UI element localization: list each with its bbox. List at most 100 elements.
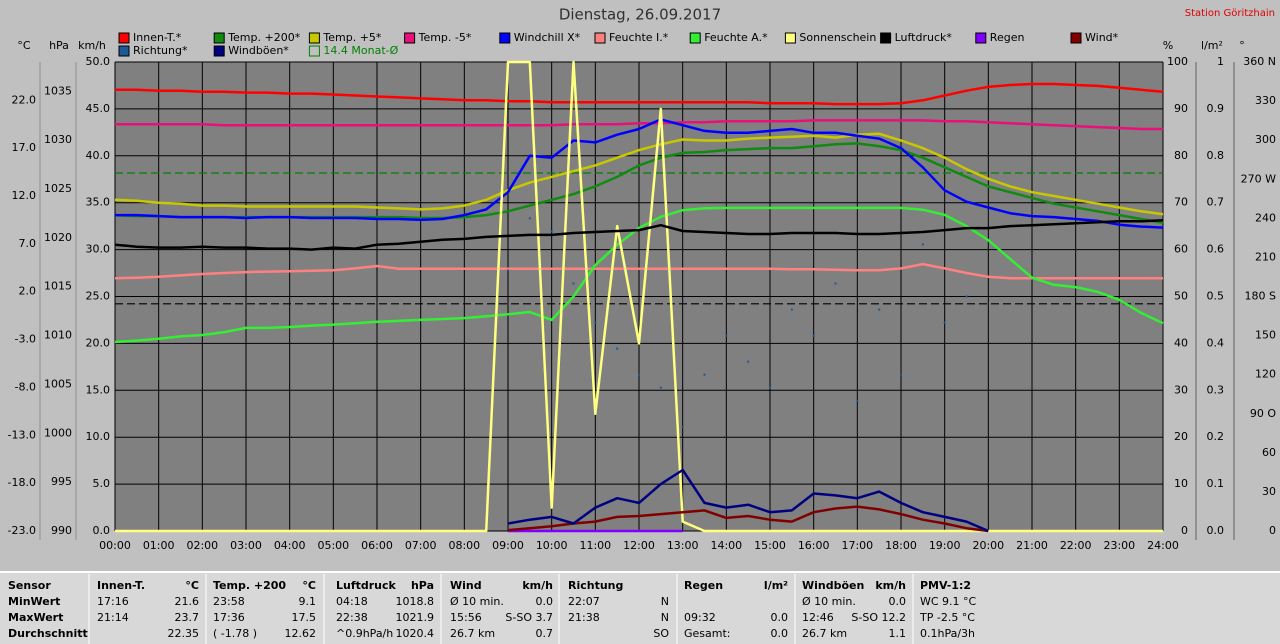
legend-label: Innen-T.* xyxy=(133,31,182,44)
x-tick-label: 17:00 xyxy=(841,539,873,552)
table-cell: 0.0 xyxy=(771,627,789,640)
y-tick-label: 60 xyxy=(1262,446,1276,459)
table-cell: 21:38 xyxy=(568,611,600,624)
y-tick-label: 1 xyxy=(1217,55,1224,68)
direction-dot xyxy=(834,282,837,285)
y-tick-label: 20.0 xyxy=(86,336,111,349)
y-tick-label: 10.0 xyxy=(86,430,111,443)
table-header: Luftdruck xyxy=(336,579,397,592)
y-tick-label: 35.0 xyxy=(86,196,111,209)
legend-label: Feuchte I.* xyxy=(609,31,669,44)
table-header: °C xyxy=(185,579,199,592)
y-tick-label: 50 xyxy=(1174,290,1188,303)
table-cell: 23:58 xyxy=(213,595,245,608)
direction-dot xyxy=(550,230,553,233)
y-tick-label: 0.8 xyxy=(1207,149,1225,162)
table-header: Richtung xyxy=(568,579,623,592)
y-tick-label: 22.0 xyxy=(12,93,37,106)
table-cell: 22:38 xyxy=(336,611,368,624)
y-tick-label: 0.9 xyxy=(1207,102,1225,115)
table-cell: 9.1 xyxy=(299,595,317,608)
x-tick-label: 09:00 xyxy=(492,539,524,552)
series-line xyxy=(114,262,1163,280)
axis-unit: ° xyxy=(1239,39,1245,52)
y-tick-label: 45.0 xyxy=(86,102,111,115)
table-cell: 21:14 xyxy=(97,611,129,624)
legend-label: Feuchte A.* xyxy=(704,31,768,44)
table-cell: 1021.9 xyxy=(396,611,435,624)
table-header: l/m² xyxy=(764,579,788,592)
y-tick-label: 1035 xyxy=(44,84,72,97)
direction-dot xyxy=(921,243,924,246)
x-tick-label: 16:00 xyxy=(798,539,830,552)
y-tick-label: 0.5 xyxy=(1207,290,1225,303)
y-tick-label: 1005 xyxy=(44,377,72,390)
table-cell: S-SO 12.2 xyxy=(851,611,906,624)
y-tick-label: -3.0 xyxy=(15,333,36,346)
x-tick-label: 10:00 xyxy=(536,539,568,552)
table-cell: 17.5 xyxy=(292,611,317,624)
y-tick-label: 120 xyxy=(1255,368,1276,381)
direction-dot xyxy=(790,308,793,311)
y-tick-label: 360 N xyxy=(1243,55,1276,68)
y-tick-label: 80 xyxy=(1174,149,1188,162)
table-header: Wind xyxy=(450,579,482,592)
y-tick-label: 7.0 xyxy=(19,237,37,250)
y-tick-label: 270 W xyxy=(1241,172,1276,185)
table-cell: 1018.8 xyxy=(396,595,435,608)
y-tick-label: 15.0 xyxy=(86,383,111,396)
table-separators xyxy=(88,574,914,644)
table-header: °C xyxy=(302,579,316,592)
y-tick-label: 300 xyxy=(1255,133,1276,146)
legend-swatch xyxy=(308,32,320,44)
table-cell: 12.62 xyxy=(285,627,317,640)
direction-dot xyxy=(681,425,684,428)
y-tick-label: 150 xyxy=(1255,329,1276,342)
stats-table xyxy=(0,572,1280,644)
axis-unit: l/m² xyxy=(1201,39,1223,52)
x-tick-label: 06:00 xyxy=(361,539,393,552)
table-cell: 17:36 xyxy=(213,611,245,624)
series-line xyxy=(115,82,1164,106)
x-tick-label: 15:00 xyxy=(754,539,786,552)
y-tick-label: 330 xyxy=(1255,94,1276,107)
direction-dot xyxy=(965,295,968,298)
y-tick-label: 1000 xyxy=(44,426,72,439)
table-cell: Ø 10 min. xyxy=(802,595,856,608)
legend-swatch xyxy=(1070,32,1082,44)
table-cell: Durchschnitt xyxy=(8,627,88,640)
direction-dot xyxy=(878,308,881,311)
legend-swatch xyxy=(689,32,701,44)
table-cell: 0.0 xyxy=(771,611,789,624)
table-cell: N xyxy=(661,611,669,624)
series-line xyxy=(114,206,1164,344)
y-tick-label: 1030 xyxy=(44,133,72,146)
legend-swatch xyxy=(880,32,892,44)
axis-unit: % xyxy=(1163,39,1173,52)
x-tick-label: 00:00 xyxy=(99,539,131,552)
direction-dot xyxy=(659,386,662,389)
direction-dot xyxy=(747,360,750,363)
y-tick-label: 50.0 xyxy=(86,55,111,68)
table-header: Windböen xyxy=(802,579,864,592)
direction-dot xyxy=(594,321,597,324)
legend-label: Temp. +200* xyxy=(227,31,301,44)
table-cell: 26.7 km xyxy=(802,627,847,640)
direction-dot xyxy=(638,373,640,376)
legend-swatch xyxy=(975,32,987,44)
chart-title: Dienstag, 26.09.2017 xyxy=(559,6,721,24)
x-tick-label: 02:00 xyxy=(186,539,218,552)
legend-swatch xyxy=(404,32,416,44)
x-tick-label: 07:00 xyxy=(405,539,437,552)
legend-swatch xyxy=(118,32,130,44)
legend-label: Windböen* xyxy=(228,44,289,57)
y-tick-label: 17.0 xyxy=(12,141,37,154)
table-header: km/h xyxy=(522,579,553,592)
table-cell: 22:07 xyxy=(568,595,600,608)
axis-unit: km/h xyxy=(78,39,106,52)
y-tick-label: 995 xyxy=(51,475,72,488)
direction-dot xyxy=(943,321,946,324)
table-cell: 04:18 xyxy=(336,595,368,608)
y-tick-label: 1025 xyxy=(44,182,72,195)
x-tick-label: 13:00 xyxy=(667,539,699,552)
